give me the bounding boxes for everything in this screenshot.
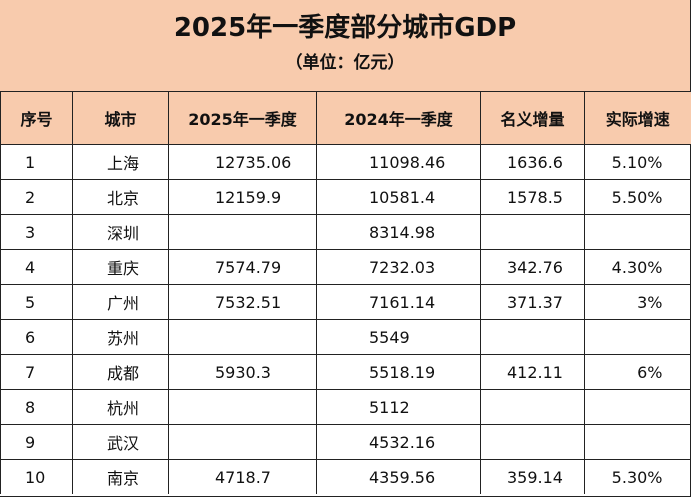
cell-q1-2025 xyxy=(168,319,317,355)
cell-real-growth: 3% xyxy=(584,284,691,320)
cell-q1-2024: 5518.19 xyxy=(316,354,481,390)
header-index: 序号 xyxy=(0,92,73,145)
table-row: 1 上海 12735.06 11098.46 1636.6 5.10% xyxy=(0,144,691,180)
header-q1-2024: 2024年一季度 xyxy=(316,92,481,145)
table-row: 6 苏州 5549 xyxy=(0,319,691,355)
cell-q1-2024: 7232.03 xyxy=(316,249,481,285)
cell-q1-2024: 10581.4 xyxy=(316,179,481,215)
table-row: 5 广州 7532.51 7161.14 371.37 3% xyxy=(0,284,691,320)
cell-nominal-increase: 1578.5 xyxy=(480,179,585,215)
unit-subtitle: （单位：亿元） xyxy=(285,53,405,73)
header-city: 城市 xyxy=(72,92,169,145)
cell-nominal-increase: 1636.6 xyxy=(480,144,585,180)
cell-city: 苏州 xyxy=(72,319,169,355)
cell-real-growth xyxy=(584,424,691,460)
table-title: 2025年一季度部分城市GDP xyxy=(173,13,517,43)
cell-q1-2024: 4359.56 xyxy=(316,459,481,494)
cell-q1-2025 xyxy=(168,424,317,460)
table-row: 2 北京 12159.9 10581.4 1578.5 5.50% xyxy=(0,179,691,215)
cell-city: 成都 xyxy=(72,354,169,390)
table-row: 7 成都 5930.3 5518.19 412.11 6% xyxy=(0,354,691,390)
cell-nominal-increase: 359.14 xyxy=(480,459,585,494)
cell-q1-2025: 12159.9 xyxy=(168,179,317,215)
cell-index: 7 xyxy=(0,354,73,390)
cell-q1-2025: 4718.7 xyxy=(168,459,317,494)
cell-real-growth: 6% xyxy=(584,354,691,390)
gdp-table: 序号 城市 2025年一季度 2024年一季度 名义增量 实际增速 1 上海 1… xyxy=(0,92,691,494)
cell-q1-2024: 4532.16 xyxy=(316,424,481,460)
cell-index: 9 xyxy=(0,424,73,460)
cell-q1-2024: 7161.14 xyxy=(316,284,481,320)
cell-real-growth: 5.10% xyxy=(584,144,691,180)
cell-nominal-increase: 412.11 xyxy=(480,354,585,390)
cell-city: 上海 xyxy=(72,144,169,180)
header-q1-2025: 2025年一季度 xyxy=(168,92,317,145)
cell-real-growth xyxy=(584,389,691,425)
cell-index: 3 xyxy=(0,214,73,250)
cell-index: 5 xyxy=(0,284,73,320)
cell-q1-2024: 5112 xyxy=(316,389,481,425)
cell-index: 2 xyxy=(0,179,73,215)
cell-q1-2025 xyxy=(168,389,317,425)
cell-nominal-increase: 342.76 xyxy=(480,249,585,285)
header-real-growth: 实际增速 xyxy=(584,92,691,145)
cell-q1-2024: 11098.46 xyxy=(316,144,481,180)
cell-nominal-increase: 371.37 xyxy=(480,284,585,320)
cell-index: 4 xyxy=(0,249,73,285)
cell-index: 6 xyxy=(0,319,73,355)
cell-city: 北京 xyxy=(72,179,169,215)
cell-nominal-increase xyxy=(480,424,585,460)
cell-nominal-increase xyxy=(480,214,585,250)
cell-q1-2025: 5930.3 xyxy=(168,354,317,390)
header-nominal-increase: 名义增量 xyxy=(480,92,585,145)
cell-q1-2025 xyxy=(168,214,317,250)
title-block: 2025年一季度部分城市GDP （单位：亿元） xyxy=(0,0,690,92)
cell-city: 杭州 xyxy=(72,389,169,425)
cell-q1-2025: 7574.79 xyxy=(168,249,317,285)
cell-index: 8 xyxy=(0,389,73,425)
table-row: 9 武汉 4532.16 xyxy=(0,424,691,460)
table-row: 4 重庆 7574.79 7232.03 342.76 4.30% xyxy=(0,249,691,285)
header-row: 序号 城市 2025年一季度 2024年一季度 名义增量 实际增速 xyxy=(0,92,691,145)
cell-nominal-increase xyxy=(480,389,585,425)
cell-city: 南京 xyxy=(72,459,169,494)
cell-city: 武汉 xyxy=(72,424,169,460)
cell-city: 广州 xyxy=(72,284,169,320)
table-row: 8 杭州 5112 xyxy=(0,389,691,425)
cell-real-growth: 5.50% xyxy=(584,179,691,215)
cell-q1-2024: 5549 xyxy=(316,319,481,355)
cell-real-growth xyxy=(584,319,691,355)
cell-index: 10 xyxy=(0,459,73,494)
cell-real-growth: 4.30% xyxy=(584,249,691,285)
table-row: 10 南京 4718.7 4359.56 359.14 5.30% xyxy=(0,459,691,494)
cell-q1-2025: 12735.06 xyxy=(168,144,317,180)
cell-index: 1 xyxy=(0,144,73,180)
cell-nominal-increase xyxy=(480,319,585,355)
table-row: 3 深圳 8314.98 xyxy=(0,214,691,250)
cell-city: 深圳 xyxy=(72,214,169,250)
cell-q1-2025: 7532.51 xyxy=(168,284,317,320)
cell-real-growth xyxy=(584,214,691,250)
cell-q1-2024: 8314.98 xyxy=(316,214,481,250)
cell-real-growth: 5.30% xyxy=(584,459,691,494)
cell-city: 重庆 xyxy=(72,249,169,285)
